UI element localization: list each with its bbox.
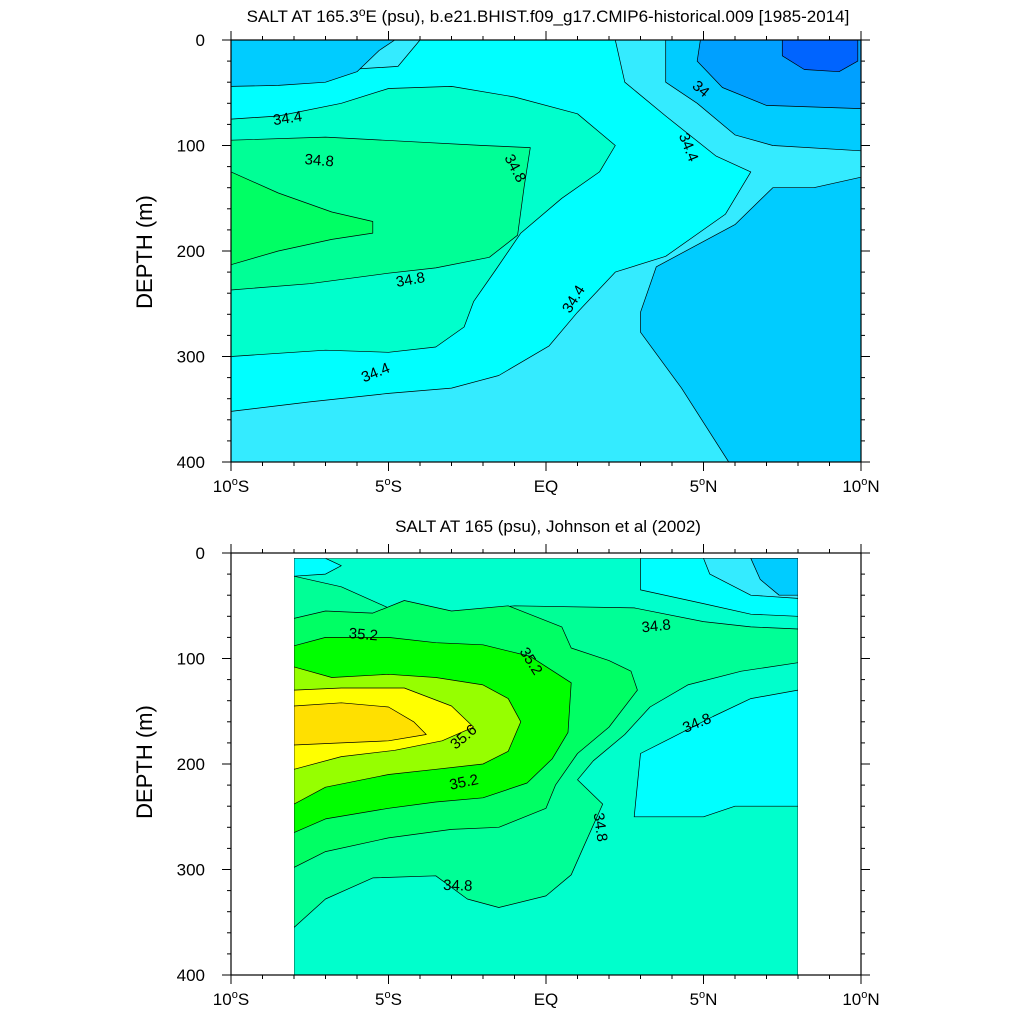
x-tick-label: EQ xyxy=(534,477,559,496)
y-tick-label: 100 xyxy=(177,137,205,156)
x-tick-label: 10oS xyxy=(213,476,249,496)
chart-panel-observed: SALT AT 165 (psu), Johnson et al (2002) … xyxy=(132,517,880,1009)
y-axis-label-model: DEPTH (m) xyxy=(132,195,157,309)
chart-title-observed: SALT AT 165 (psu), Johnson et al (2002) xyxy=(395,517,701,536)
contour-label: 34.8 xyxy=(395,269,427,291)
y-tick-label: 0 xyxy=(196,544,205,563)
contour-band-7 xyxy=(294,702,427,746)
x-tick-label: 5oN xyxy=(690,476,718,496)
x-tick-label: 10oN xyxy=(842,989,879,1009)
y-tick-label: 0 xyxy=(196,31,205,50)
contour-band-8 xyxy=(640,176,861,462)
x-tick-label: 5oN xyxy=(690,989,718,1009)
y-axis-observed: 0 100 200 300 400 xyxy=(177,544,870,985)
y-axis-model: 0 100 200 300 400 xyxy=(177,31,870,472)
x-axis-observed: 10oS 5oS EQ 5oN 10oN xyxy=(213,544,880,1009)
x-tick-label: 10oN xyxy=(842,476,879,496)
contour-band-6 xyxy=(231,40,396,87)
contour-labels-model: 34.434.8 34.834.834.434.434.434 xyxy=(272,77,713,386)
contour-label: 34.8 xyxy=(590,812,611,843)
chart-panel-model: SALT AT 165.3oE (psu), b.e21.BHIST.f09_g… xyxy=(132,5,880,496)
contour-label: 34.8 xyxy=(641,616,672,636)
filled-contours-model xyxy=(231,40,861,462)
y-tick-label: 200 xyxy=(177,242,205,261)
contour-label: 35.2 xyxy=(448,771,480,794)
y-tick-label: 100 xyxy=(177,650,205,669)
x-tick-label: 10oS xyxy=(213,989,249,1009)
contour-label: 34.4 xyxy=(272,108,303,129)
contour-band-4 xyxy=(231,136,531,291)
y-tick-label: 200 xyxy=(177,755,205,774)
x-tick-label: 5oS xyxy=(375,989,402,1009)
contour-band-9 xyxy=(294,558,342,577)
x-axis-model: 10oS 5oS EQ 5oN 10oN xyxy=(213,31,880,496)
contour-band-5 xyxy=(231,171,374,266)
x-tick-label: 5oS xyxy=(375,476,402,496)
contour-label: 34.8 xyxy=(304,151,335,170)
contour-band-10 xyxy=(781,40,859,73)
contour-band-12 xyxy=(750,558,798,596)
y-tick-label: 400 xyxy=(177,453,205,472)
x-tick-label: EQ xyxy=(534,990,559,1009)
contour-label: 35.2 xyxy=(348,625,379,644)
contour-label: 34.8 xyxy=(443,877,473,895)
y-tick-label: 300 xyxy=(177,348,205,367)
contour-band-10 xyxy=(633,689,798,818)
chart-title-model: SALT AT 165.3oE (psu), b.e21.BHIST.f09_g… xyxy=(247,5,850,26)
y-tick-label: 300 xyxy=(177,861,205,880)
y-tick-label: 400 xyxy=(177,966,205,985)
filled-contours-observed xyxy=(294,558,798,976)
y-axis-label-observed: DEPTH (m) xyxy=(132,705,157,819)
